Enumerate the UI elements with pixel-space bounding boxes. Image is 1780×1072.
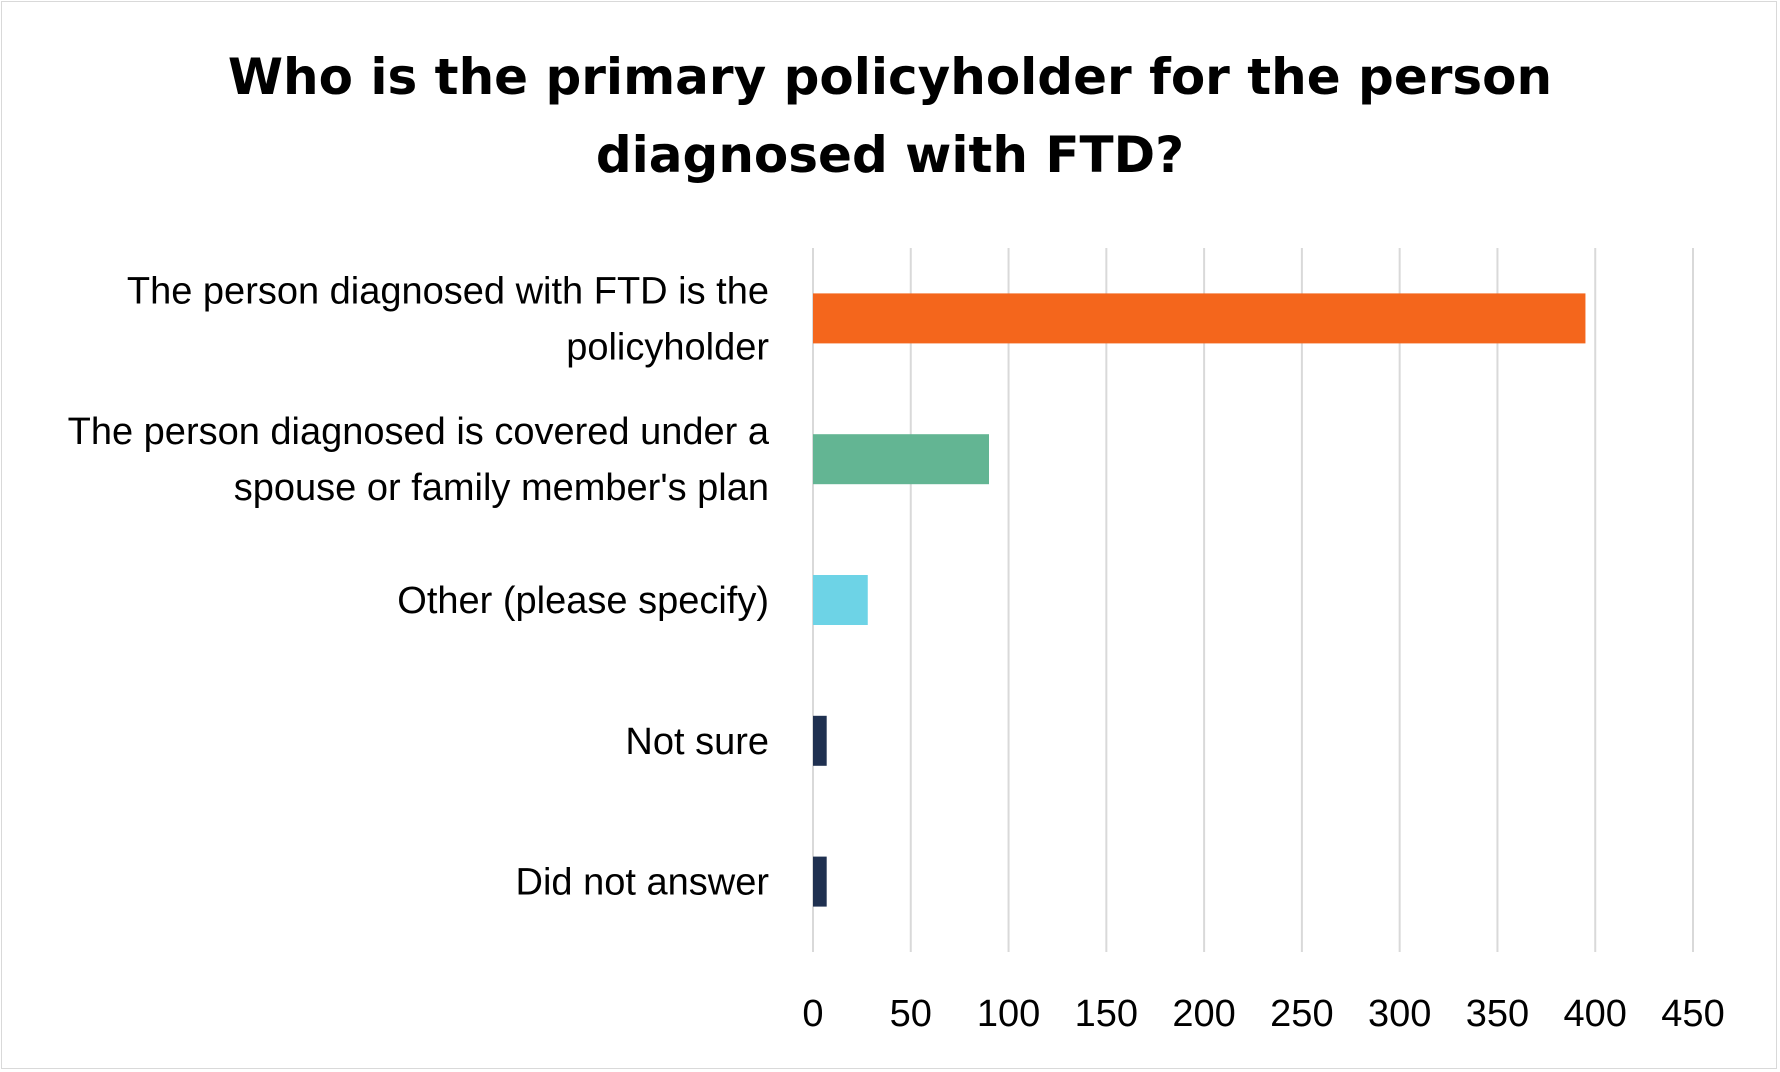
x-axis-tick-labels: 0 50 100 150 200 250 300 350 400 450 [802,993,1724,1035]
bar-2 [813,434,989,485]
category-label-4-line-1: Not sure [625,721,769,763]
x-tick-label-300: 300 [1368,993,1431,1035]
x-tick-label-400: 400 [1564,993,1627,1035]
category-label-1-line-1: The person diagnosed with FTD is the [127,270,769,312]
x-tick-label-150: 150 [1075,993,1138,1035]
chart-title-line-2: diagnosed with FTD? [595,126,1185,184]
chart-title: Who is the primary policyholder for the … [0,38,1780,194]
x-tick-label-100: 100 [977,993,1040,1035]
category-label-5-line-1: Did not answer [516,862,770,904]
category-labels: The person diagnosed with FTD is the poli… [68,270,770,903]
x-tick-label-450: 450 [1661,993,1724,1035]
bars [813,293,1586,907]
chart-title-line-1: Who is the primary policyholder for the … [227,48,1553,106]
category-label-1-line-2: policyholder [566,326,769,368]
bar-4 [813,715,827,766]
bar-5 [813,856,827,907]
x-tick-label-250: 250 [1270,993,1333,1035]
x-tick-label-200: 200 [1172,993,1235,1035]
bar-3 [813,575,868,625]
bar-1 [813,293,1586,344]
x-tick-label-50: 50 [890,993,932,1035]
gridlines [812,248,1694,952]
x-tick-label-0: 0 [802,993,823,1035]
category-label-3-line-1: Other (please specify) [397,580,769,622]
x-tick-label-350: 350 [1466,993,1529,1035]
category-label-2-line-2: spouse or family member's plan [234,467,769,509]
category-label-2-line-1: The person diagnosed is covered under a [68,411,770,453]
